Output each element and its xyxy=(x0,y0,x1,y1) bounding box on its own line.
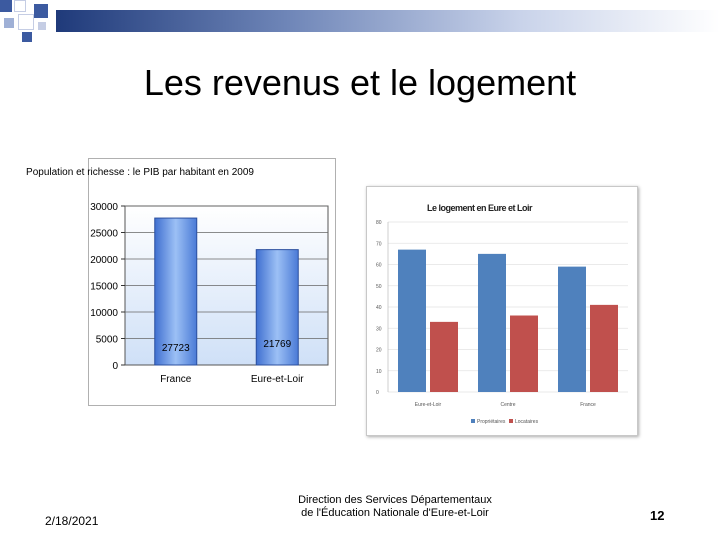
footer-line-1: Direction des Services Départementaux xyxy=(298,494,492,506)
logement-chart-frame: Le logement en Eure et Loir xyxy=(366,186,638,436)
logement-chart-title: Le logement en Eure et Loir xyxy=(427,203,533,213)
footer-date: 2/18/2021 xyxy=(45,514,99,528)
slide-title: Les revenus et le logement xyxy=(143,62,577,103)
header-gradient-bar xyxy=(56,10,720,32)
footer-line-2: de l'Éducation Nationale d'Eure-et-Loir xyxy=(301,507,489,519)
page-number: 12 xyxy=(650,508,665,523)
pib-chart-title: Population et richesse : le PIB par habi… xyxy=(26,167,254,178)
pib-chart-frame xyxy=(88,158,336,406)
footer-organization: Direction des Services Départementaux de… xyxy=(270,494,520,520)
